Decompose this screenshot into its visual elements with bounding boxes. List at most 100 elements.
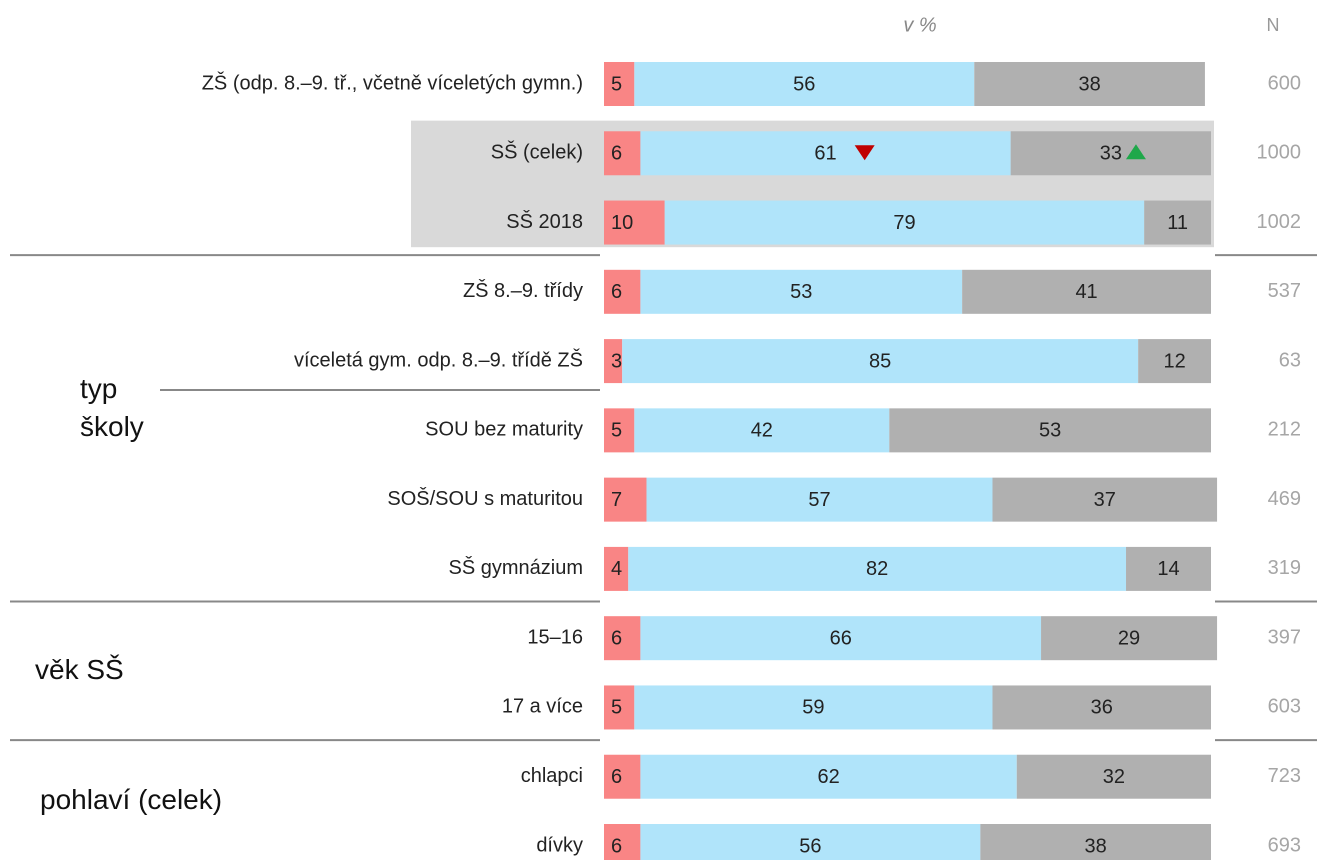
value-label: 14 — [1157, 558, 1179, 580]
bar-segment — [974, 62, 1205, 106]
value-label: 32 — [1103, 766, 1125, 788]
bar-segment — [646, 477, 993, 522]
value-label: 79 — [893, 212, 915, 234]
category-label: 15–16 — [527, 626, 583, 648]
bar-segment — [640, 269, 963, 314]
bar-segment — [604, 269, 641, 314]
bar-segment — [634, 62, 975, 106]
n-value: 693 — [1268, 834, 1301, 856]
value-label: 41 — [1075, 281, 1097, 303]
n-value: 537 — [1268, 280, 1301, 302]
bar-segment — [640, 131, 1011, 176]
n-value: 319 — [1268, 557, 1301, 579]
bar-segment — [604, 546, 629, 591]
n-value: 469 — [1268, 488, 1301, 510]
bar-segment — [604, 62, 635, 106]
value-label: 7 — [611, 489, 622, 511]
n-value: 1000 — [1257, 142, 1302, 164]
value-label: 10 — [611, 212, 633, 234]
bar-segment — [1041, 616, 1218, 661]
value-label: 3 — [611, 350, 622, 372]
value-label: 6 — [611, 281, 622, 303]
bar-segment — [889, 408, 1211, 453]
value-label: 56 — [799, 835, 821, 857]
category-label: chlapci — [521, 765, 583, 787]
value-label: 53 — [790, 281, 812, 303]
value-label: 61 — [814, 143, 836, 165]
value-label: 33 — [1100, 143, 1122, 165]
bar-segment — [1138, 339, 1211, 384]
change-marker — [854, 145, 875, 161]
value-label: 12 — [1163, 350, 1185, 372]
value-label: 57 — [808, 489, 830, 511]
bar-segment — [604, 824, 641, 860]
bar-segment — [634, 408, 890, 453]
value-label: 5 — [611, 697, 622, 719]
value-label: 6 — [611, 627, 622, 649]
value-label: 56 — [793, 73, 815, 95]
bar-segment — [1144, 200, 1211, 245]
bar-segment — [664, 200, 1145, 245]
n-value: 723 — [1268, 765, 1301, 787]
value-label: 5 — [611, 420, 622, 442]
category-label: SOU bez maturity — [425, 419, 583, 441]
bar-segment — [962, 269, 1211, 314]
value-label: 6 — [611, 766, 622, 788]
bar-segment — [1126, 546, 1211, 591]
value-label: 53 — [1039, 420, 1061, 442]
bar-segment — [980, 824, 1211, 860]
value-label: 62 — [817, 766, 839, 788]
bar-segment — [604, 754, 641, 799]
value-label: 4 — [611, 558, 622, 580]
n-value: 600 — [1268, 72, 1301, 94]
group-label: pohlaví (celek) — [40, 784, 223, 815]
value-label: 66 — [830, 627, 852, 649]
value-label: 5 — [611, 73, 622, 95]
bar-segment — [1016, 754, 1211, 799]
value-label: 6 — [611, 835, 622, 857]
category-label: SŠ (celek) — [491, 141, 583, 164]
category-label: víceletá gym. odp. 8.–9. třídě ZŠ — [294, 348, 583, 371]
bar-segment — [1010, 131, 1211, 176]
value-label: 42 — [751, 420, 773, 442]
n-value: 397 — [1268, 626, 1301, 648]
bar-segment — [604, 616, 641, 661]
n-value: 63 — [1279, 349, 1301, 371]
group-label: typ školy — [80, 373, 144, 442]
bar-segment — [622, 339, 1139, 384]
n-value: 1002 — [1257, 211, 1302, 233]
value-label: 38 — [1085, 835, 1107, 857]
group-label: věk SŠ — [35, 654, 124, 685]
value-label: 85 — [869, 350, 891, 372]
category-label: dívky — [536, 834, 583, 856]
value-label: 6 — [611, 143, 622, 165]
category-label: SŠ gymnázium — [449, 556, 584, 579]
n-header: N — [1267, 15, 1280, 35]
category-label: ZŠ (odp. 8.–9. tř., včetně víceletých gy… — [202, 71, 583, 94]
category-label: SOŠ/SOU s maturitou — [387, 487, 583, 510]
bar-segment — [640, 616, 1042, 661]
bar-segment — [604, 339, 623, 384]
bar-segment — [604, 477, 647, 522]
bar-segment — [604, 408, 635, 453]
bar-segment — [604, 685, 635, 730]
bar-segment — [628, 546, 1127, 591]
value-label: 82 — [866, 558, 888, 580]
bar-segment — [992, 477, 1218, 522]
value-label: 37 — [1094, 489, 1116, 511]
bar-segment — [640, 754, 1017, 799]
value-label: 59 — [802, 697, 824, 719]
n-value: 603 — [1268, 696, 1301, 718]
bar-segment — [992, 685, 1211, 730]
category-label: SŠ 2018 — [506, 210, 583, 233]
value-label: 29 — [1118, 627, 1140, 649]
category-label: ZŠ 8.–9. třídy — [463, 279, 583, 302]
bar-segment — [640, 824, 981, 860]
bar-segment — [604, 131, 641, 176]
value-header: v % — [903, 14, 936, 36]
category-label: 17 a více — [502, 696, 583, 718]
value-label: 36 — [1091, 697, 1113, 719]
value-label: 38 — [1078, 73, 1100, 95]
